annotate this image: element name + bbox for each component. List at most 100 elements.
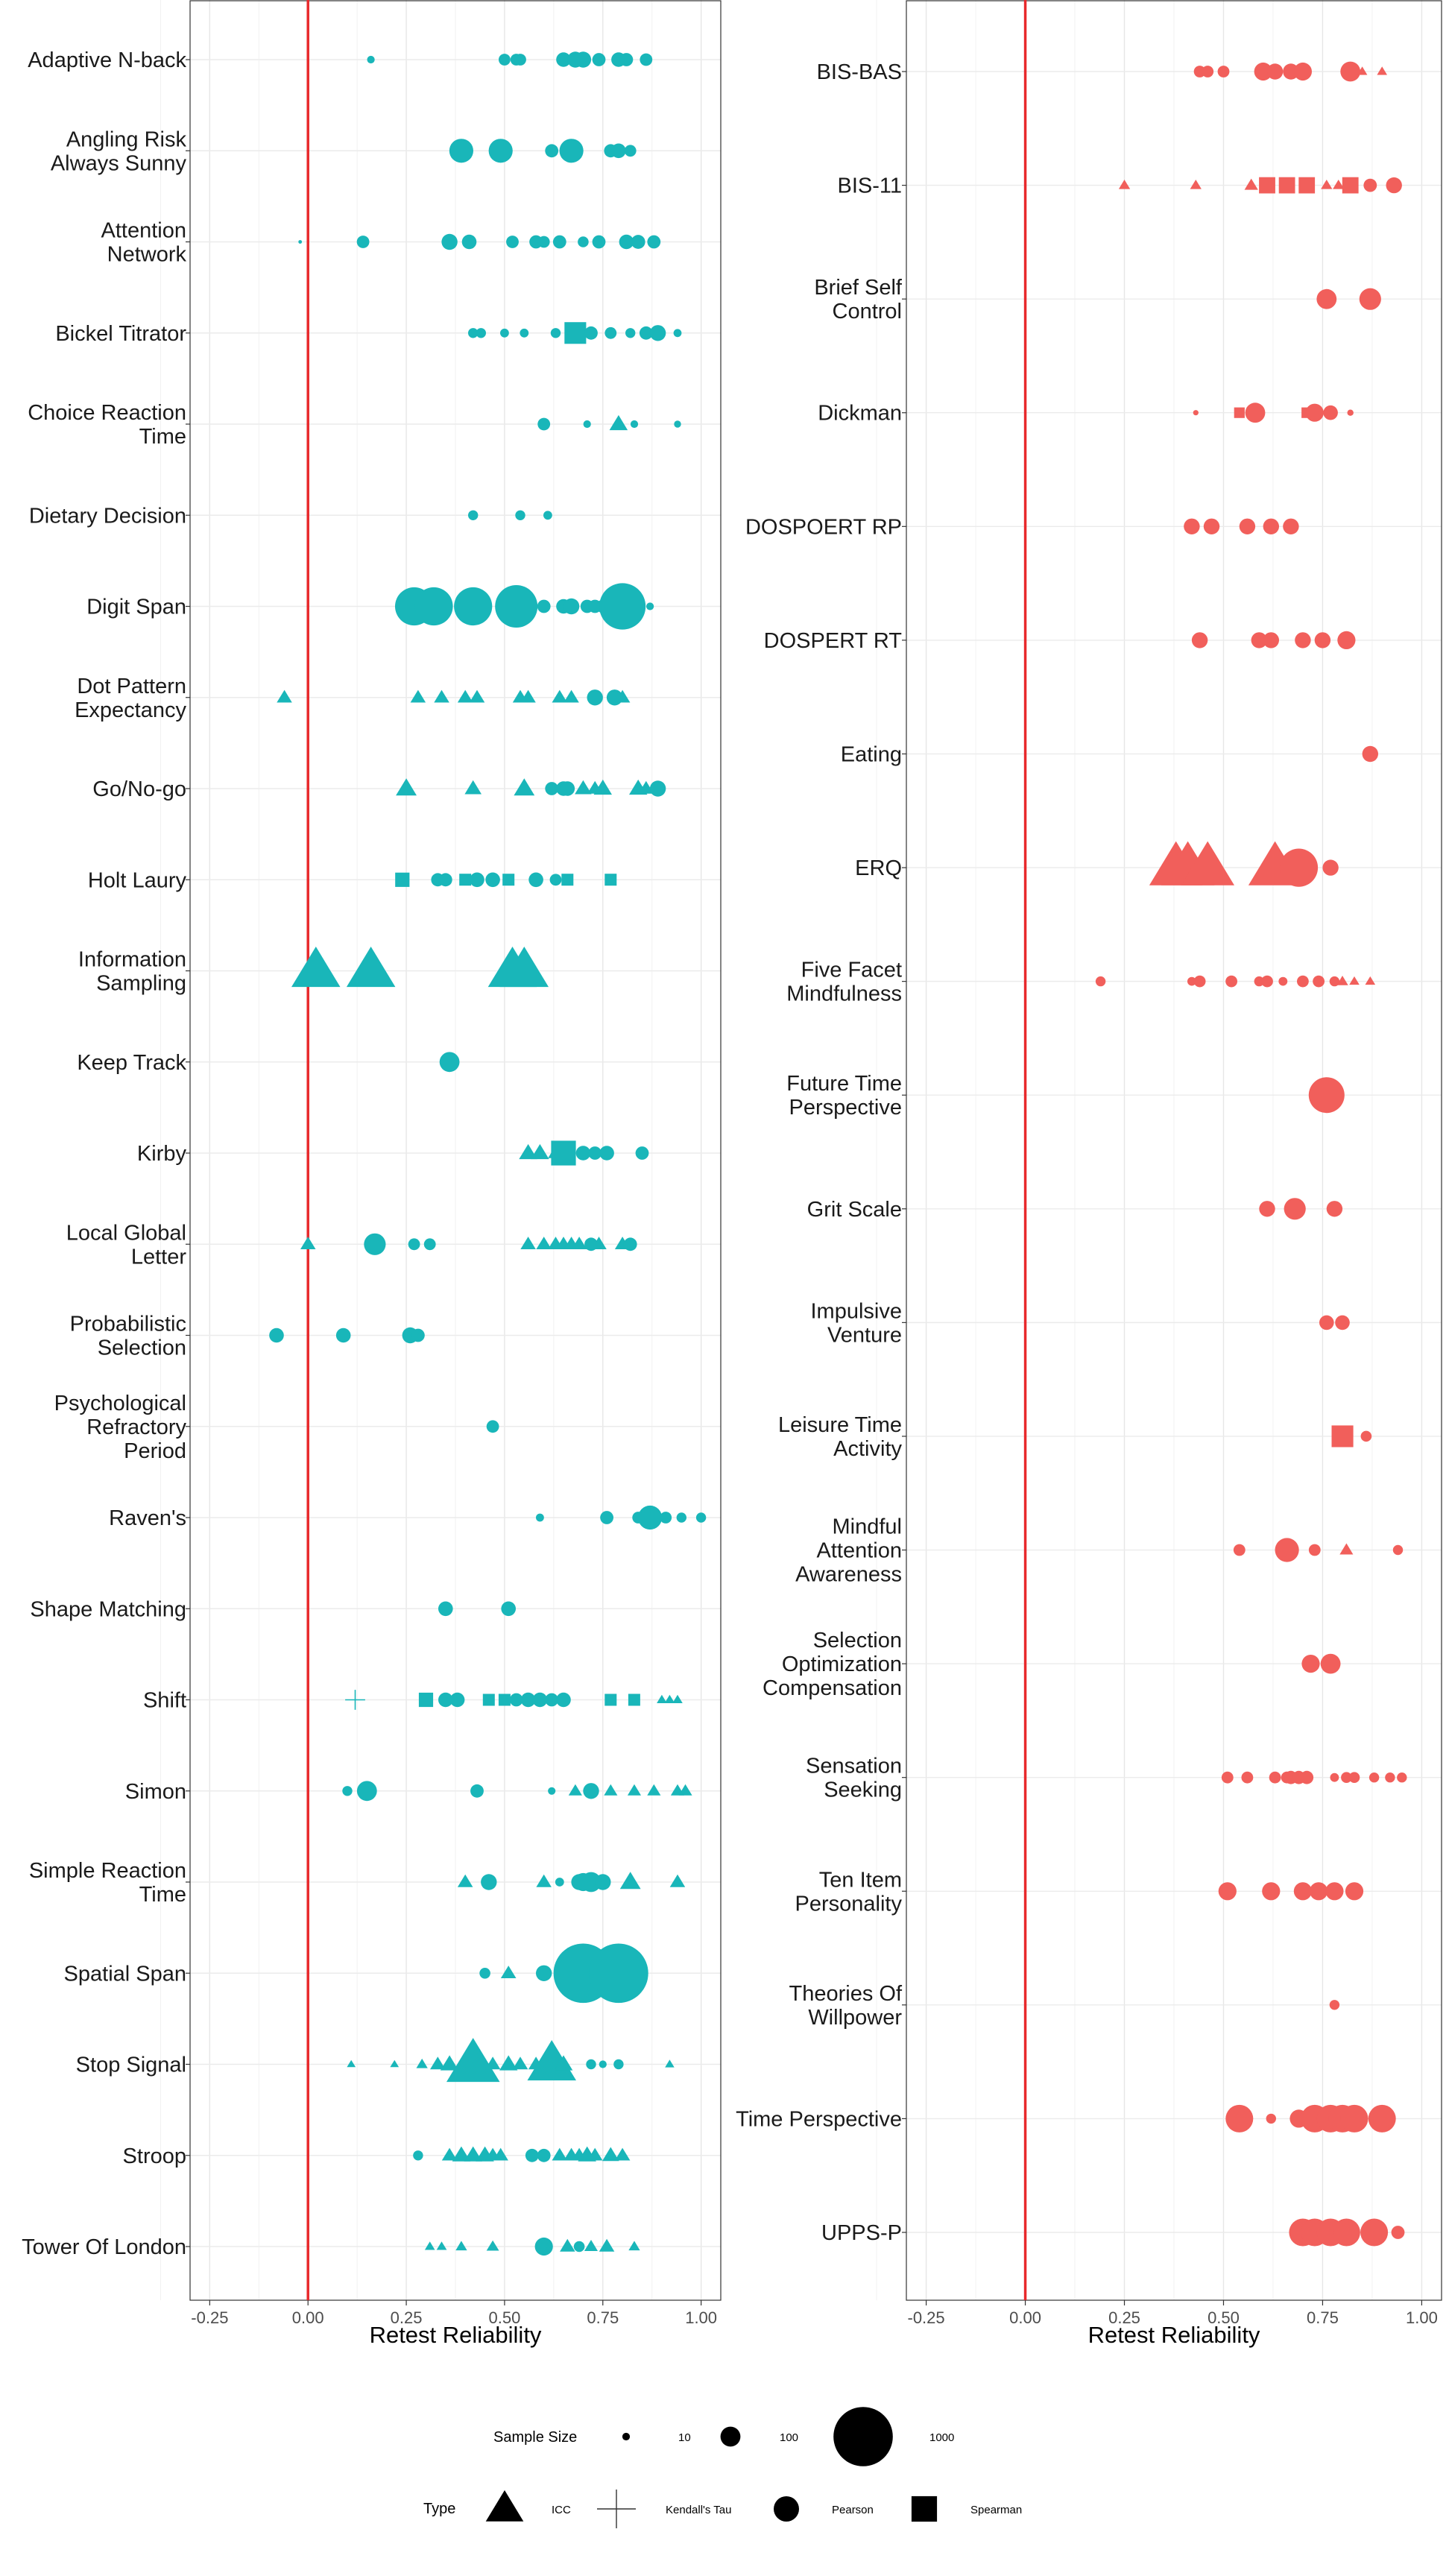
data-point [1263, 632, 1280, 648]
data-point [356, 236, 370, 248]
data-point [499, 947, 549, 988]
data-point [1217, 66, 1230, 78]
data-point [1191, 632, 1208, 648]
legend-type-symbol [597, 2490, 636, 2528]
data-point [457, 1874, 473, 1887]
data-point [599, 2060, 607, 2068]
data-point [1225, 2104, 1254, 2133]
data-point [664, 1694, 675, 1703]
data-point [1341, 1772, 1352, 1783]
data-point [500, 328, 509, 338]
data-point [534, 2237, 553, 2256]
data-point [1345, 1882, 1364, 1901]
data-point [676, 1512, 686, 1523]
data-point [430, 2056, 446, 2070]
data-point [452, 2146, 471, 2162]
data-point [464, 780, 482, 795]
data-point [495, 585, 538, 628]
category-label: Impulsive Venture [811, 1299, 903, 1347]
data-point [638, 780, 654, 794]
data-point [347, 2059, 356, 2068]
legend-size-label: 100 [780, 2431, 798, 2444]
category-label: Leisure Time Activity [778, 1413, 903, 1461]
data-point [1330, 1772, 1339, 1782]
data-point [1359, 288, 1381, 310]
data-point [614, 2147, 631, 2161]
category-label: Dietary Decision [29, 504, 186, 528]
data-point [418, 1692, 434, 1708]
category-label: Choice Reaction Time [28, 401, 186, 449]
data-point [482, 1693, 495, 1706]
data-point [602, 2147, 619, 2162]
data-point [1245, 402, 1266, 423]
data-point [649, 325, 666, 341]
data-point [1314, 632, 1331, 648]
data-point [588, 1146, 602, 1160]
data-point [464, 2146, 482, 2162]
data-point [1278, 177, 1295, 194]
data-point [592, 53, 606, 66]
data-point [1262, 1882, 1281, 1901]
data-point [599, 583, 646, 630]
category-label: UPPS-P [821, 2221, 902, 2245]
data-point [1278, 976, 1288, 986]
data-point [673, 329, 682, 338]
data-point [536, 1965, 552, 1981]
data-point [1218, 1882, 1237, 1901]
data-point [1263, 518, 1280, 534]
category-label: Raven's [109, 1506, 186, 1530]
data-point [468, 328, 479, 338]
data-point [440, 2055, 459, 2071]
data-point [628, 2241, 640, 2251]
data-point [657, 1694, 667, 1703]
data-point [1349, 976, 1360, 985]
category-label: Grit Scale [807, 1198, 902, 1222]
data-point [669, 1874, 686, 1887]
data-point [631, 235, 645, 249]
data-point [519, 1143, 537, 1160]
data-point [1331, 1425, 1354, 1448]
category-label: Shift [143, 1689, 186, 1713]
category-label: Angling Risk Always Sunny [51, 127, 187, 175]
data-point [502, 874, 515, 886]
data-point [599, 1146, 614, 1161]
data-point [438, 873, 452, 887]
data-point [1284, 1198, 1306, 1220]
data-point [672, 1694, 683, 1703]
data-point [498, 1693, 511, 1706]
data-point [625, 328, 636, 338]
data-point [506, 236, 519, 248]
data-point [624, 145, 637, 157]
data-point [623, 1237, 637, 1251]
x-axis-title: Retest Reliability [370, 2322, 542, 2348]
data-point [587, 689, 603, 706]
x-tick-label: -0.25 [191, 2308, 228, 2327]
data-point [1340, 2104, 1368, 2133]
category-label: Shape Matching [30, 1597, 186, 1621]
data-point [461, 234, 477, 250]
data-point [564, 689, 579, 703]
data-point [364, 1233, 386, 1255]
left-points [269, 51, 707, 2256]
data-point [599, 2238, 615, 2252]
data-point [1118, 180, 1131, 189]
data-point [695, 1512, 707, 1523]
data-point [647, 235, 661, 249]
data-point [481, 1874, 497, 1890]
data-point [551, 1140, 576, 1166]
data-point [1323, 405, 1338, 420]
left-category-labels: Adaptive N-back Angling Risk Always Sunny A… [22, 48, 190, 2259]
legend-size-label: 10 [678, 2431, 691, 2444]
data-point [298, 240, 303, 244]
data-point [1181, 841, 1234, 886]
category-label: DOSPOERT RP [745, 515, 902, 539]
data-point [614, 689, 631, 703]
data-point [356, 1781, 377, 1802]
data-point [1385, 1772, 1395, 1783]
data-point [554, 2055, 573, 2071]
data-point [1184, 518, 1200, 534]
data-point [439, 1052, 460, 1073]
data-point [550, 328, 561, 338]
data-point [512, 2056, 528, 2070]
